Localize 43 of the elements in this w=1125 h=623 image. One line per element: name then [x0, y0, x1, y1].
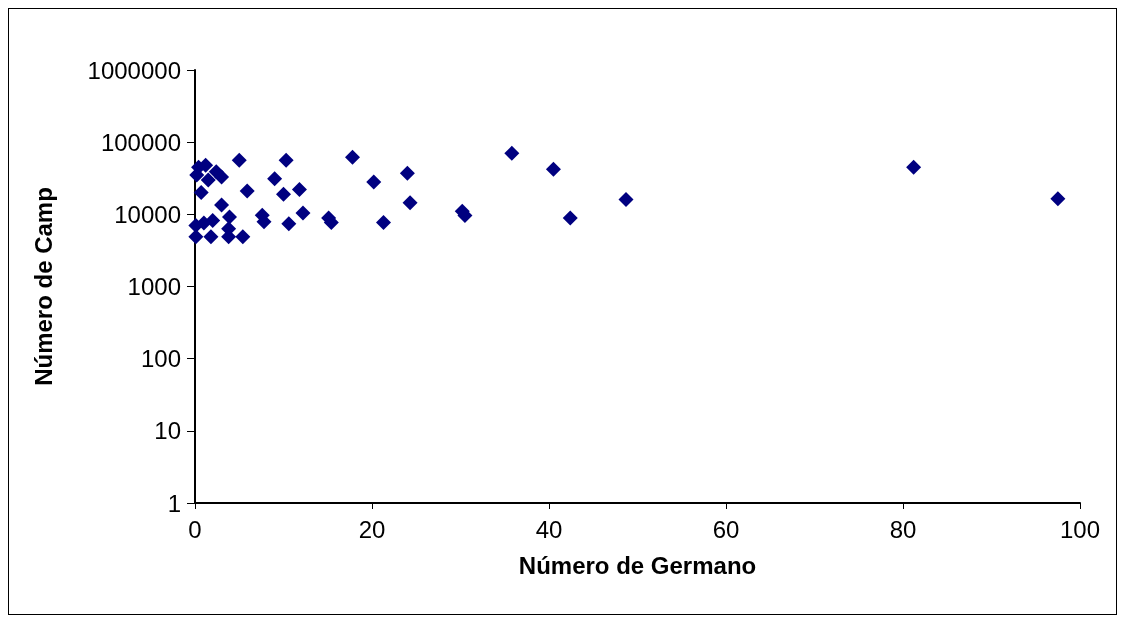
y-tick-label: 1000: [127, 273, 181, 300]
point: [214, 169, 230, 185]
point: [366, 174, 382, 190]
point: [402, 195, 418, 211]
point: [214, 197, 230, 213]
x-axis-title: Número de Germano: [518, 551, 757, 579]
point: [200, 172, 216, 188]
point: [376, 215, 392, 231]
x-tick-label: 60: [712, 515, 740, 543]
y-axis-title: Número de Camp: [29, 187, 57, 386]
point: [906, 159, 922, 175]
point: [267, 171, 283, 187]
x-tick-label: 100: [1059, 515, 1101, 543]
x-tick-label: 0: [188, 515, 202, 543]
point: [281, 216, 297, 232]
point: [239, 183, 255, 199]
y-tick-label: 1000000: [87, 56, 181, 84]
point: [504, 145, 520, 161]
point: [399, 165, 415, 181]
point: [235, 229, 251, 245]
x-tick-label: 80: [889, 515, 917, 543]
point: [193, 185, 209, 201]
y-tick-label: 100000: [100, 128, 181, 156]
point: [278, 152, 294, 168]
point: [1050, 191, 1066, 207]
point: [276, 186, 291, 202]
point: [545, 161, 561, 177]
point: [562, 210, 578, 226]
x-tick-label: 20: [358, 515, 386, 543]
y-tick-label: 10: [154, 417, 181, 445]
y-tick-label: 100: [140, 345, 181, 373]
point: [205, 213, 221, 229]
point: [295, 205, 311, 221]
y-tick-label: 10000: [114, 200, 181, 228]
point: [231, 152, 247, 168]
point: [345, 149, 361, 165]
point: [188, 229, 204, 245]
point: [618, 192, 634, 208]
x-tick-label: 40: [535, 515, 563, 543]
point: [203, 229, 219, 245]
y-tick-label: 1: [167, 489, 181, 517]
point: [222, 209, 238, 225]
point: [291, 182, 307, 198]
